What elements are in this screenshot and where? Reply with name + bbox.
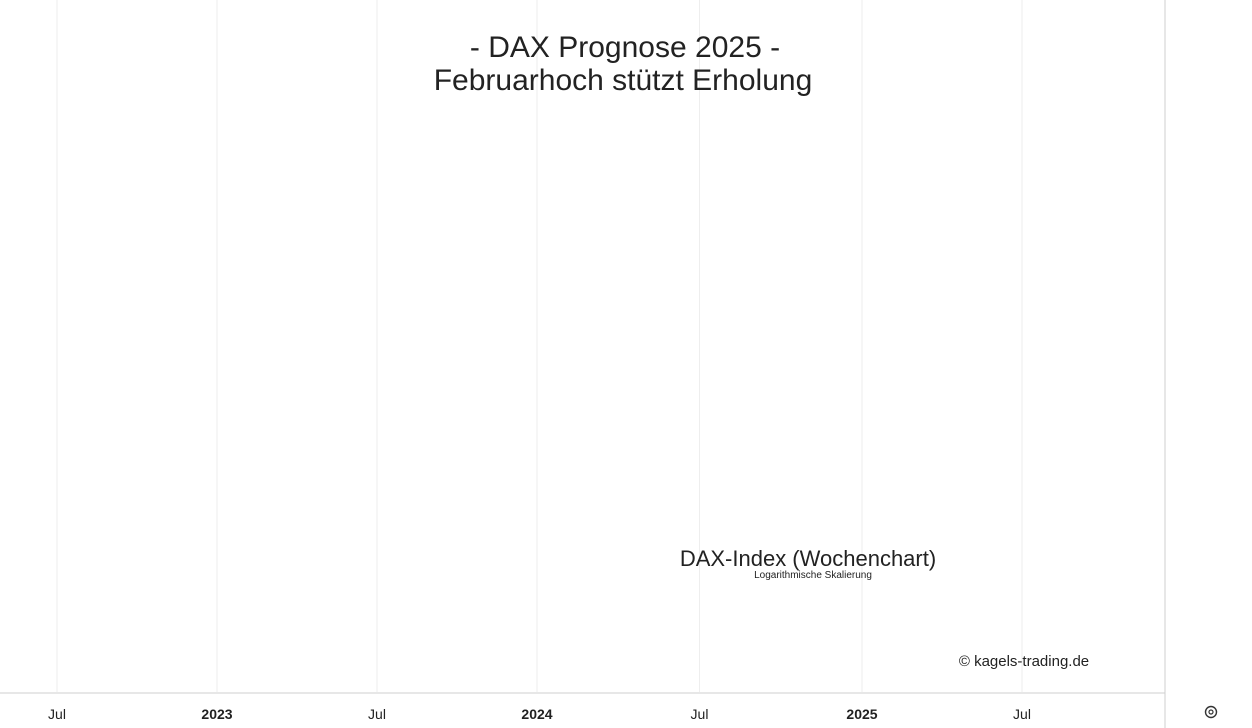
x-tick-label: Jul — [368, 706, 386, 722]
x-tick-label: Jul — [1013, 706, 1031, 722]
chart-subtitle: Februarhoch stützt Erholung — [434, 64, 813, 97]
x-tick-label: 2025 — [846, 706, 877, 722]
chart-title: - DAX Prognose 2025 - — [470, 31, 780, 64]
watermark: © kagels-trading.de — [959, 653, 1089, 670]
time-axis: Jul 2023 Jul 2024 Jul 2025 Jul — [48, 706, 1031, 722]
chart-sublabel: Logarithmische Skalierung — [754, 570, 872, 581]
x-tick-label: Jul — [691, 706, 709, 722]
x-tick-label: 2024 — [521, 706, 552, 722]
settings-gear-icon[interactable] — [1204, 705, 1218, 719]
grid — [0, 0, 1166, 728]
chart-label: DAX-Index (Wochenchart) — [680, 546, 936, 571]
x-tick-label: Jul — [48, 706, 66, 722]
x-tick-label: 2023 — [201, 706, 232, 722]
